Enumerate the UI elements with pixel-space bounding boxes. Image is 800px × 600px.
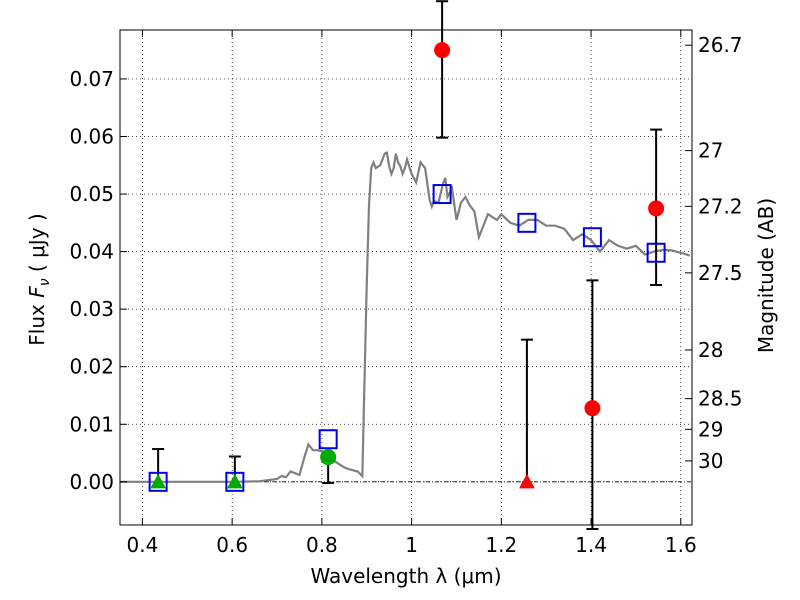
axis-ticks: 0.4 0.6 0.8 1 1.2 1.4 1.6 0.00 0.01 0.02 0.03 0.04 0… xyxy=(69,30,743,557)
y-axis-label-subscript: ν xyxy=(37,278,53,286)
model-photometry-square xyxy=(432,184,452,205)
model-photometry-square xyxy=(318,429,338,450)
y-axis-label-text: Flux xyxy=(25,298,49,346)
x-tick-label: 0.4 xyxy=(127,533,159,557)
x-tick-label: 1.2 xyxy=(485,533,517,557)
mag-tick-label: 26.7 xyxy=(698,33,743,57)
upper-limit-triangle xyxy=(519,473,535,489)
detection-circle xyxy=(584,400,601,417)
y-tick-label: 0.03 xyxy=(69,297,114,321)
y-axis-label-unit: ( μJy ) xyxy=(25,213,49,278)
model-spectrum xyxy=(120,150,691,483)
spectrum-line xyxy=(120,150,691,483)
y-tick-label: 0.07 xyxy=(69,67,114,91)
model-photometry-square xyxy=(517,212,537,233)
mag-tick-label: 30 xyxy=(698,449,723,473)
y-tick-label: 0.02 xyxy=(69,355,114,379)
detection-circle xyxy=(434,42,451,59)
mag-tick-label: 28 xyxy=(698,338,723,362)
mag-tick-label: 27.5 xyxy=(698,261,743,285)
mag-tick-label: 27 xyxy=(698,139,723,163)
right-axis-label: Magnitude (AB) xyxy=(754,198,778,353)
upper-limit-triangle xyxy=(150,473,166,489)
x-tick-label: 1 xyxy=(405,533,418,557)
y-axis-label: Flux Fν ( μJy ) xyxy=(25,213,53,345)
mag-tick-label: 29 xyxy=(698,417,723,441)
error-bars xyxy=(152,0,663,531)
axis-labels: Wavelength λ (μm) Flux Fν ( μJy ) Magnit… xyxy=(25,198,778,588)
y-tick-label: 0.00 xyxy=(69,470,114,494)
upper-limit-triangle xyxy=(227,473,243,489)
grid-lines xyxy=(120,30,692,525)
mag-tick-label: 28.5 xyxy=(698,387,743,411)
model-photometry-square xyxy=(582,227,602,248)
x-axis-label: Wavelength λ (μm) xyxy=(310,564,501,588)
x-tick-label: 1.4 xyxy=(575,533,607,557)
model-photometry-square xyxy=(225,471,245,492)
model-photometry-square xyxy=(148,471,168,492)
y-tick-label: 0.05 xyxy=(69,182,114,206)
x-tick-label: 0.6 xyxy=(216,533,248,557)
mag-tick-label: 27.2 xyxy=(698,194,743,218)
model-photometry-square xyxy=(646,242,666,263)
y-tick-label: 0.06 xyxy=(69,124,114,148)
plot-frame xyxy=(119,29,693,526)
detection-circle xyxy=(320,449,337,466)
data-markers xyxy=(148,42,666,492)
y-axis-label-symbol: F xyxy=(25,286,49,298)
y-tick-label: 0.04 xyxy=(69,240,114,264)
x-tick-label: 0.8 xyxy=(306,533,338,557)
detection-circle xyxy=(648,200,665,217)
x-tick-label: 1.6 xyxy=(665,533,697,557)
y-tick-label: 0.01 xyxy=(69,412,114,436)
